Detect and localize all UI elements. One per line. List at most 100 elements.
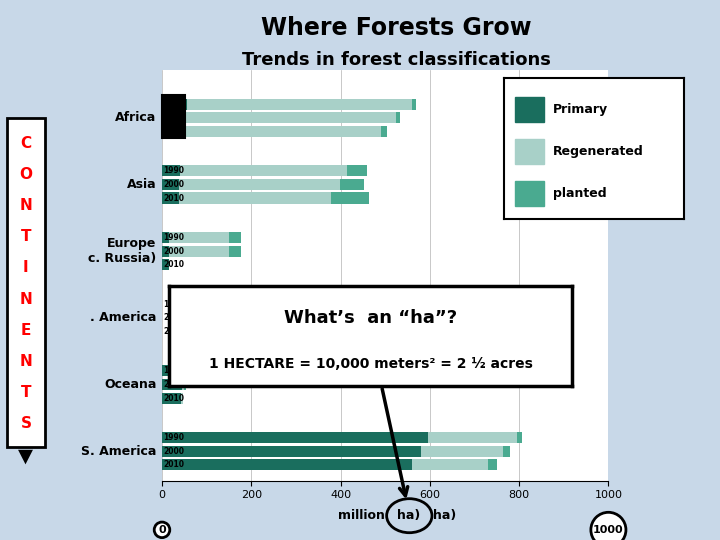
Bar	[162, 365, 184, 376]
Bar	[162, 179, 179, 190]
Text: 2010: 2010	[163, 460, 184, 469]
Text: 1990: 1990	[163, 166, 184, 176]
Text: 1 HECTARE = 10,000 meters² = 2 ½ acres: 1 HECTARE = 10,000 meters² = 2 ½ acres	[209, 357, 533, 371]
Bar	[184, 365, 186, 376]
Text: ha): ha)	[433, 509, 456, 522]
Text: 1990: 1990	[163, 99, 184, 109]
Bar	[181, 393, 183, 404]
Bar	[185, 112, 396, 123]
Bar	[162, 112, 185, 123]
Text: 2000: 2000	[163, 380, 184, 389]
Text: 1990: 1990	[163, 433, 184, 442]
Text: 2000: 2000	[163, 247, 184, 255]
Bar	[162, 393, 181, 404]
Bar	[162, 165, 180, 177]
Text: I: I	[23, 260, 29, 275]
Bar	[162, 112, 185, 123]
Bar	[347, 165, 367, 177]
Bar	[162, 126, 184, 137]
Bar	[396, 112, 400, 123]
Text: 2010: 2010	[163, 260, 184, 269]
Bar	[186, 98, 412, 110]
Bar	[421, 446, 503, 457]
Text: N: N	[19, 354, 32, 369]
Bar	[168, 246, 229, 256]
Bar	[162, 379, 182, 390]
Bar	[515, 139, 544, 164]
Bar	[412, 98, 415, 110]
Text: N: N	[19, 292, 32, 307]
Text: Oceana: Oceana	[104, 378, 157, 391]
Bar	[184, 126, 381, 137]
Text: N: N	[19, 198, 32, 213]
Bar	[184, 379, 186, 390]
Text: ▼: ▼	[19, 447, 33, 466]
Bar	[162, 192, 179, 204]
Text: 2010: 2010	[163, 127, 184, 136]
Bar	[229, 246, 241, 256]
Text: E: E	[21, 323, 31, 338]
Text: 0: 0	[158, 525, 166, 535]
Text: planted: planted	[552, 187, 606, 200]
Bar	[412, 459, 488, 470]
Bar	[162, 446, 421, 457]
Text: Where Forests Grow: Where Forests Grow	[261, 16, 531, 40]
Bar	[179, 179, 340, 190]
Bar	[168, 232, 229, 243]
Text: Primary: Primary	[552, 103, 608, 116]
Text: S: S	[20, 416, 32, 431]
Text: 2000: 2000	[163, 313, 184, 322]
Text: ha): ha)	[397, 509, 420, 522]
Text: 1990: 1990	[163, 300, 184, 309]
Bar	[185, 112, 396, 123]
Bar	[179, 192, 330, 204]
Bar	[162, 232, 168, 243]
Bar	[515, 181, 544, 206]
Bar	[182, 379, 184, 390]
Text: Africa: Africa	[115, 111, 157, 124]
Bar	[488, 459, 497, 470]
Bar	[229, 232, 241, 243]
Bar	[517, 432, 522, 443]
Text: 2000: 2000	[163, 447, 184, 456]
Text: 1990: 1990	[163, 233, 184, 242]
Text: S. America: S. America	[81, 445, 157, 458]
Bar	[183, 393, 184, 404]
Text: O: O	[19, 167, 32, 182]
Bar	[396, 112, 400, 123]
Text: 1990: 1990	[163, 99, 184, 109]
Bar	[162, 432, 428, 443]
Text: 2000: 2000	[163, 113, 184, 122]
Text: 2010: 2010	[163, 327, 184, 336]
Bar	[428, 432, 517, 443]
Text: Trends in forest classifications: Trends in forest classifications	[242, 51, 550, 69]
Bar	[162, 459, 412, 470]
Text: T: T	[21, 385, 31, 400]
Text: . America: . America	[90, 311, 157, 325]
Text: 2010: 2010	[163, 193, 184, 202]
Bar	[381, 126, 387, 137]
Text: 2010: 2010	[163, 394, 184, 403]
Bar	[330, 192, 369, 204]
Text: 1000: 1000	[593, 525, 624, 535]
Text: What’s  an “ha”?: What’s an “ha”?	[284, 309, 457, 327]
Bar	[503, 446, 510, 457]
Bar	[180, 165, 347, 177]
Bar	[186, 98, 412, 110]
Text: Regenerated: Regenerated	[552, 145, 644, 158]
Bar	[162, 126, 184, 137]
Text: 2000: 2000	[163, 113, 184, 122]
Bar	[162, 259, 168, 271]
Bar	[381, 126, 387, 137]
Text: Europe
c. Russia): Europe c. Russia)	[89, 237, 157, 265]
Text: million: million	[338, 509, 385, 522]
Bar	[340, 179, 364, 190]
Bar	[162, 98, 186, 110]
Bar	[412, 98, 415, 110]
Text: T: T	[21, 229, 31, 244]
Bar	[162, 246, 168, 256]
Text: C: C	[20, 136, 32, 151]
Text: 2000: 2000	[163, 180, 184, 189]
Bar	[186, 365, 187, 376]
Text: 2010: 2010	[163, 127, 184, 136]
